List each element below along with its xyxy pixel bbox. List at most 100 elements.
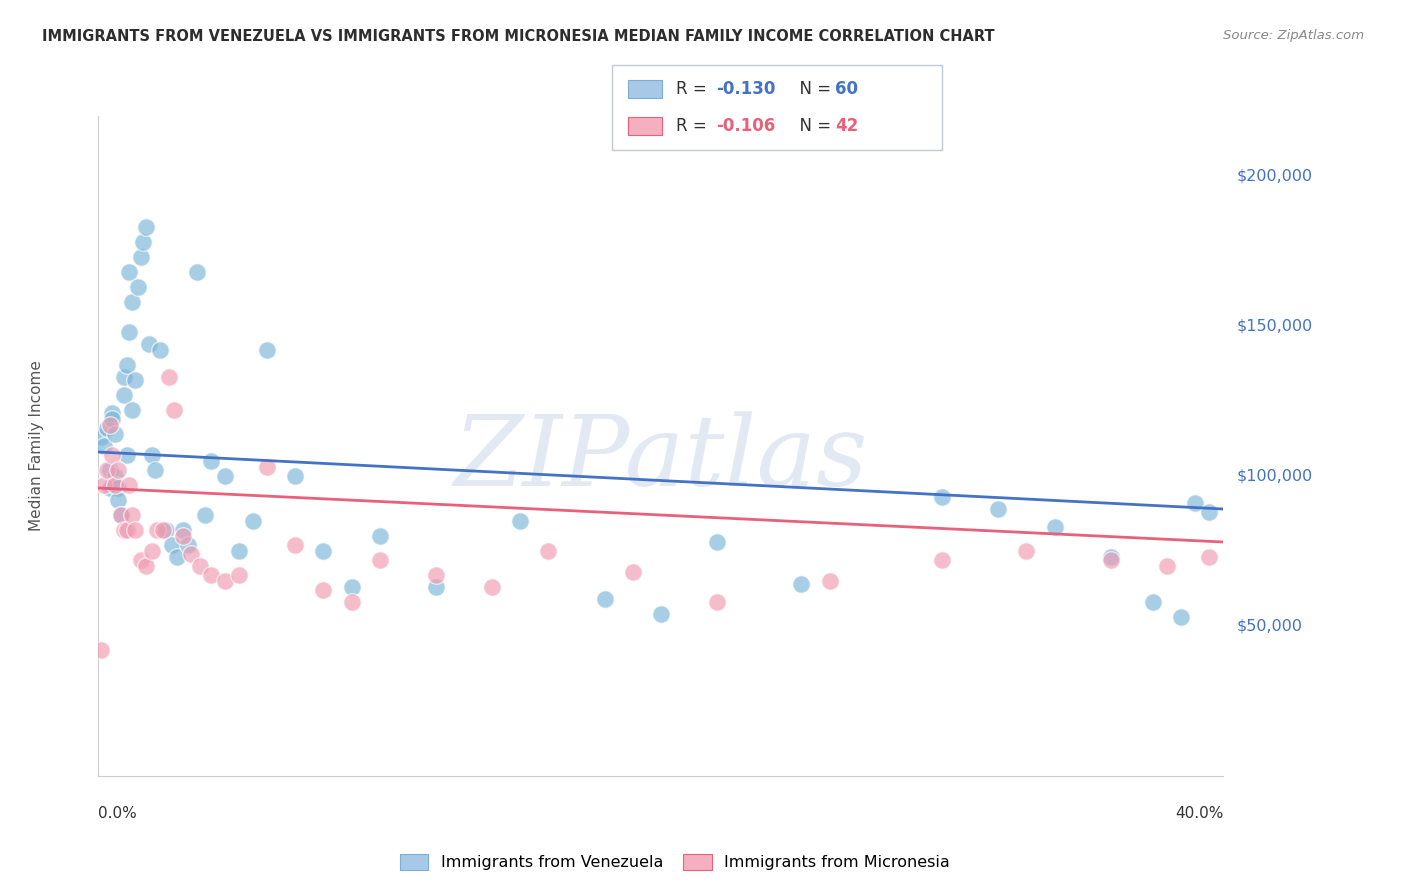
Point — [368, 529, 391, 543]
Point — [312, 582, 335, 597]
Point — [284, 538, 307, 552]
Point — [138, 337, 160, 351]
Point — [1099, 549, 1122, 564]
Point — [312, 544, 335, 558]
Point — [172, 523, 194, 537]
Point — [112, 388, 135, 402]
Text: Median Family Income: Median Family Income — [30, 360, 44, 532]
Point — [121, 295, 143, 310]
Text: $200,000: $200,000 — [1237, 169, 1313, 184]
Text: R =: R = — [676, 80, 713, 98]
Text: 60: 60 — [835, 80, 858, 98]
Point — [621, 565, 644, 579]
Point — [1142, 595, 1164, 609]
Text: ZIPatlas: ZIPatlas — [454, 411, 868, 507]
Point — [107, 493, 129, 508]
Text: $150,000: $150,000 — [1237, 318, 1313, 334]
Point — [1043, 520, 1066, 534]
Point — [1099, 553, 1122, 567]
Point — [228, 544, 250, 558]
Point — [931, 553, 953, 567]
Point — [214, 574, 236, 588]
Point — [177, 538, 200, 552]
Point — [112, 370, 135, 384]
Text: $100,000: $100,000 — [1237, 468, 1313, 483]
Text: IMMIGRANTS FROM VENEZUELA VS IMMIGRANTS FROM MICRONESIA MEDIAN FAMILY INCOME COR: IMMIGRANTS FROM VENEZUELA VS IMMIGRANTS … — [42, 29, 995, 44]
Point — [172, 529, 194, 543]
Point — [706, 535, 728, 549]
Point — [118, 325, 141, 339]
Point — [188, 559, 211, 574]
Point — [118, 478, 141, 492]
Point — [101, 448, 124, 462]
Point — [121, 508, 143, 522]
Point — [931, 490, 953, 504]
Point — [650, 607, 672, 621]
Point — [425, 568, 447, 582]
Point — [124, 373, 146, 387]
Point — [228, 568, 250, 582]
Point — [121, 403, 143, 417]
Point — [200, 454, 222, 468]
Point — [509, 514, 531, 528]
Point — [242, 514, 264, 528]
Point — [818, 574, 841, 588]
Point — [186, 265, 208, 279]
Point — [98, 463, 121, 477]
Text: -0.130: -0.130 — [716, 80, 775, 98]
Legend: Immigrants from Venezuela, Immigrants from Micronesia: Immigrants from Venezuela, Immigrants fr… — [394, 847, 956, 877]
Point — [194, 508, 217, 522]
Point — [141, 448, 163, 462]
Point — [160, 538, 183, 552]
Point — [93, 478, 115, 492]
Point — [425, 580, 447, 594]
Point — [107, 481, 129, 495]
Point — [90, 643, 112, 657]
Point — [214, 469, 236, 483]
Point — [537, 544, 560, 558]
Point — [1198, 549, 1220, 564]
Point — [118, 265, 141, 279]
Point — [143, 463, 166, 477]
Point — [129, 553, 152, 567]
Point — [135, 219, 157, 234]
Point — [90, 430, 112, 444]
Point — [146, 523, 169, 537]
Text: 40.0%: 40.0% — [1175, 806, 1223, 821]
Text: 42: 42 — [835, 117, 859, 135]
Point — [340, 595, 363, 609]
Point — [284, 469, 307, 483]
Point — [368, 553, 391, 567]
Point — [152, 523, 174, 537]
Point — [157, 370, 180, 384]
Point — [115, 523, 138, 537]
Point — [104, 427, 127, 442]
Point — [104, 478, 127, 492]
Point — [124, 523, 146, 537]
Point — [340, 580, 363, 594]
Point — [107, 463, 129, 477]
Point — [1156, 559, 1178, 574]
Point — [256, 343, 278, 357]
Point — [98, 481, 121, 495]
Point — [1184, 496, 1206, 510]
Point — [875, 34, 897, 48]
Point — [1170, 610, 1192, 624]
Text: -0.106: -0.106 — [716, 117, 775, 135]
Point — [180, 547, 202, 561]
Point — [256, 460, 278, 475]
Point — [115, 358, 138, 372]
Point — [1015, 544, 1038, 558]
Point — [706, 595, 728, 609]
Text: N =: N = — [789, 117, 837, 135]
Text: Source: ZipAtlas.com: Source: ZipAtlas.com — [1223, 29, 1364, 42]
Point — [987, 502, 1010, 516]
Point — [481, 580, 503, 594]
Point — [112, 523, 135, 537]
Point — [132, 235, 155, 249]
Point — [104, 469, 127, 483]
Point — [155, 523, 177, 537]
Point — [96, 463, 118, 477]
Point — [110, 508, 132, 522]
Point — [101, 412, 124, 426]
